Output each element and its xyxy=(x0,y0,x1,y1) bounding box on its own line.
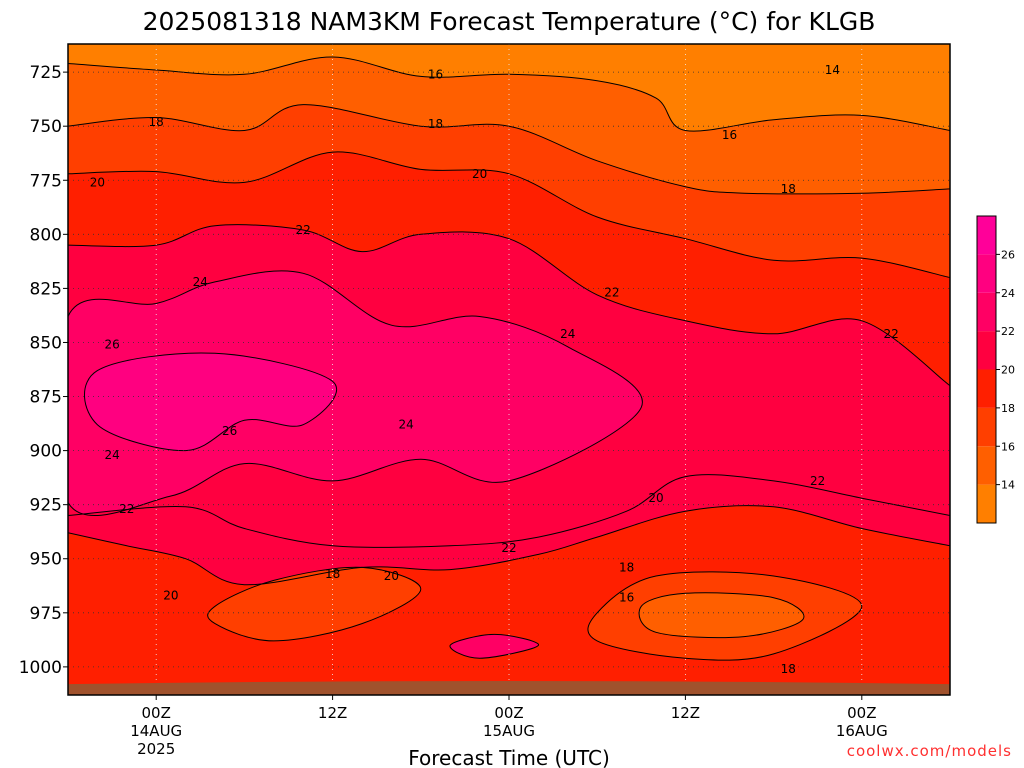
contour-label: 24 xyxy=(193,275,208,289)
colorbar-label: 26 xyxy=(1001,248,1015,261)
contour-line-16 xyxy=(68,56,950,132)
contour-label: 16 xyxy=(428,67,443,81)
y-tick-label: 850 xyxy=(30,333,62,353)
fill-low-t18-west xyxy=(207,567,421,641)
x-tick-label: 00Z xyxy=(142,704,171,722)
colorbar-segment xyxy=(977,369,996,408)
colorbar-segment xyxy=(977,407,996,447)
x-tick-label: 12Z xyxy=(318,704,347,722)
y-tick-label: 950 xyxy=(30,550,62,570)
contour-line-16 xyxy=(638,592,805,639)
contour-line-18 xyxy=(587,571,863,661)
fill-t24 xyxy=(68,270,643,516)
contour-label: 18 xyxy=(781,182,796,196)
contour-line-20 xyxy=(68,151,950,279)
contour-label: 22 xyxy=(296,223,311,237)
chart-title: 2025081318 NAM3KM Forecast Temperature (… xyxy=(143,7,876,36)
contour-line-26 xyxy=(83,352,338,452)
contour-label: 22 xyxy=(119,502,134,516)
contour-label: 26 xyxy=(222,424,237,438)
colorbar-label: 18 xyxy=(1001,402,1015,415)
x-tick-label: 14AUG xyxy=(130,722,182,740)
contour-label: 22 xyxy=(604,286,619,300)
x-tick-label: 00Z xyxy=(847,704,876,722)
contour-line-20 xyxy=(68,505,950,586)
contour-label: 24 xyxy=(560,327,575,341)
x-tick-label: 2025 xyxy=(137,740,175,758)
colorbar-label: 20 xyxy=(1001,364,1015,377)
y-tick-label: 875 xyxy=(30,388,62,408)
contour-label: 18 xyxy=(781,662,796,676)
contour-label: 22 xyxy=(884,327,899,341)
credit-link[interactable]: coolwx.com/models xyxy=(847,742,1012,760)
y-tick-label: 925 xyxy=(30,496,62,516)
contour-label: 16 xyxy=(722,128,737,142)
contour-label: 16 xyxy=(619,591,634,605)
colorbar-segment xyxy=(977,292,996,332)
x-axis-label: Forecast Time (UTC) xyxy=(408,746,610,768)
colorbar-segment xyxy=(977,484,996,523)
contour-label: 22 xyxy=(810,474,825,488)
contour-label: 20 xyxy=(472,167,487,181)
contour-line-18 xyxy=(207,566,422,642)
ground-surface xyxy=(68,680,950,695)
y-tick-label: 750 xyxy=(30,117,62,137)
y-tick-label: 825 xyxy=(30,279,62,299)
fill-t26 xyxy=(84,353,337,451)
colorbar-label: 24 xyxy=(1001,287,1015,300)
x-tick-label: 15AUG xyxy=(483,722,535,740)
contour-label: 20 xyxy=(648,491,663,505)
y-tick-label: 800 xyxy=(30,225,62,245)
contour-label: 26 xyxy=(104,338,119,352)
contour-label: 20 xyxy=(163,589,178,603)
contour-line-22 xyxy=(68,224,950,387)
plot-area: 14 16 16 18 18 18 20 20 22 22 22 24 24 24 24 26 26 22 22 22… xyxy=(68,44,950,695)
contour-label: 14 xyxy=(825,63,840,77)
x-tick-label: 12Z xyxy=(671,704,700,722)
y-tick-label: 775 xyxy=(30,171,62,191)
colorbar-label: 22 xyxy=(1001,325,1015,338)
y-tick-label: 725 xyxy=(30,63,62,83)
contour-line-22 xyxy=(449,633,539,659)
y-tick-label: 1000 xyxy=(19,658,62,678)
colorbar-label: 14 xyxy=(1001,479,1015,492)
contour-label: 20 xyxy=(90,175,105,189)
contour-line-24 xyxy=(68,270,643,517)
contour-labels: 14 16 16 18 18 18 20 20 22 22 22 24 24 24 24 26 26 22 22 22… xyxy=(90,63,899,676)
y-tick-label: 900 xyxy=(30,442,62,462)
colorbar-segment xyxy=(977,331,996,370)
colorbar-segment xyxy=(977,254,996,293)
contour-label: 18 xyxy=(619,560,634,574)
colorbar-label: 16 xyxy=(1001,440,1015,453)
contour-line-22 xyxy=(68,474,950,548)
grid-lines xyxy=(68,44,950,695)
colorbar-segment xyxy=(977,216,996,255)
contour-label: 24 xyxy=(398,418,413,432)
y-axis: 725 750 775 800 825 850 875 900 925 950 975 1000 xyxy=(19,63,68,678)
contour-label: 20 xyxy=(384,569,399,583)
colorbar: 14 16 18 20 22 24 26 xyxy=(976,215,1015,524)
y-tick-label: 975 xyxy=(30,604,62,624)
x-tick-label: 16AUG xyxy=(836,722,888,740)
x-tick-label: 00Z xyxy=(494,704,523,722)
contour-label: 18 xyxy=(325,567,340,581)
fill-low-t16 xyxy=(639,592,804,638)
contour-label: 18 xyxy=(149,115,164,129)
colorbar-segment xyxy=(977,446,996,485)
contour-label: 22 xyxy=(501,541,516,555)
contour-label: 24 xyxy=(104,448,119,462)
contour-label: 18 xyxy=(428,117,443,131)
